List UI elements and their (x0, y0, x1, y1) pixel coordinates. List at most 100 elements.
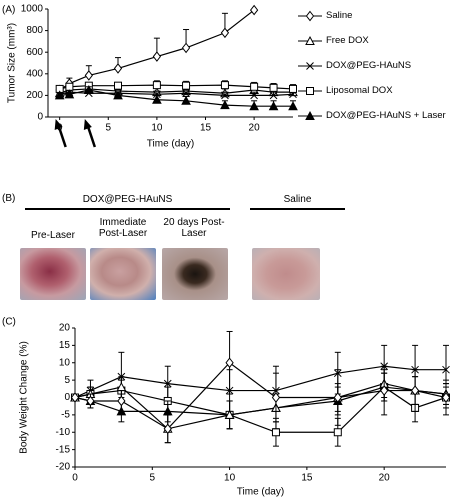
marker (54, 90, 65, 100)
y-tick-label: 600 (26, 47, 43, 58)
legend-label: Free DOX (326, 35, 369, 46)
x-tick-label: 15 (301, 473, 313, 484)
y-tick-label: -20 (56, 462, 71, 473)
marker (271, 392, 281, 403)
marker (84, 84, 94, 94)
legend-entry: DOX@PEG-HAuNS (298, 60, 448, 85)
marker (306, 87, 314, 95)
marker (181, 42, 191, 54)
marker (306, 62, 314, 70)
marker (152, 81, 161, 90)
series-line (59, 84, 294, 90)
marker (305, 35, 315, 45)
marker (288, 101, 298, 111)
marker (84, 70, 93, 81)
x-tick-label: 0 (72, 473, 78, 484)
marker (380, 385, 389, 396)
marker (268, 101, 279, 111)
marker (64, 89, 75, 99)
marker (114, 81, 122, 90)
marker (305, 10, 315, 22)
x-tick-label: 15 (200, 123, 212, 134)
legend-symbol (298, 110, 322, 120)
marker (225, 357, 234, 369)
series-line (59, 88, 293, 94)
marker (182, 89, 190, 98)
y-tick-label: 200 (26, 90, 43, 101)
marker (249, 101, 259, 111)
legend-label: DOX@PEG-HAuNS + Laser (326, 110, 446, 121)
marker (442, 365, 450, 374)
panel-label: (B) (2, 193, 16, 204)
legend-entry: Liposomal DOX (298, 85, 448, 110)
marker (163, 423, 172, 435)
marker (224, 409, 235, 419)
series-line (74, 386, 447, 433)
legend-label: Saline (326, 10, 353, 21)
x-tick-label: 5 (105, 123, 111, 134)
treatment-arrow (86, 125, 97, 148)
y-tick-label: -15 (56, 444, 71, 455)
photo (90, 248, 156, 300)
marker (221, 91, 229, 100)
marker (289, 84, 297, 93)
marker (269, 91, 278, 100)
legend-label: Liposomal DOX (326, 85, 393, 96)
x-tick-label: 10 (151, 123, 163, 134)
panel-label: (A) (2, 5, 15, 16)
marker (181, 95, 191, 105)
legend-symbol (298, 35, 322, 45)
marker (113, 90, 123, 100)
marker (117, 395, 126, 407)
x-tick-label: 5 (150, 473, 156, 484)
y-tick-label: 400 (26, 68, 43, 79)
x-tick-label: 10 (224, 473, 236, 484)
marker (65, 82, 74, 91)
photo (162, 248, 228, 300)
series-line (59, 89, 293, 107)
marker (410, 385, 420, 396)
y-tick-label: 1000 (21, 4, 44, 15)
x-axis-title: Time (day) (147, 139, 194, 150)
photo-label: 20 days Post-Laser (163, 217, 225, 239)
arrow-head (83, 119, 92, 130)
y-tick-label: -10 (56, 427, 71, 438)
y-tick-label: 20 (59, 323, 71, 334)
legend-entry: Free DOX (298, 35, 448, 60)
y-tick-label: 10 (59, 357, 71, 368)
x-axis-title: Time (day) (237, 487, 284, 498)
marker (70, 392, 80, 403)
y-tick-label: 800 (26, 25, 43, 36)
group-title: DOX@PEG-HAuNS (25, 194, 230, 210)
panel-label: (C) (2, 317, 16, 328)
legend-label: DOX@PEG-HAuNS (326, 60, 412, 71)
marker (220, 100, 230, 110)
series-line (74, 361, 447, 430)
photo (252, 248, 320, 300)
marker (333, 392, 342, 403)
marker (249, 4, 259, 16)
marker (113, 63, 123, 74)
marker (441, 392, 450, 403)
series-line (74, 365, 446, 399)
marker (250, 82, 259, 91)
marker (182, 81, 191, 90)
y-axis-title: Tumor Size (mm³) (7, 23, 18, 103)
marker (269, 83, 278, 92)
legend-symbol (298, 62, 322, 70)
y-tick-label: 0 (64, 392, 70, 403)
marker (86, 395, 95, 407)
legend-entry: Saline (298, 10, 448, 35)
series-line (59, 9, 255, 91)
marker (153, 90, 161, 99)
marker (220, 81, 229, 90)
marker (152, 51, 162, 62)
y-tick-label: 15 (59, 340, 71, 351)
marker (152, 94, 162, 104)
marker (250, 91, 258, 100)
marker (271, 428, 280, 437)
marker (305, 110, 315, 120)
treatment-arrow (57, 125, 67, 148)
x-tick-label: 20 (249, 123, 261, 134)
